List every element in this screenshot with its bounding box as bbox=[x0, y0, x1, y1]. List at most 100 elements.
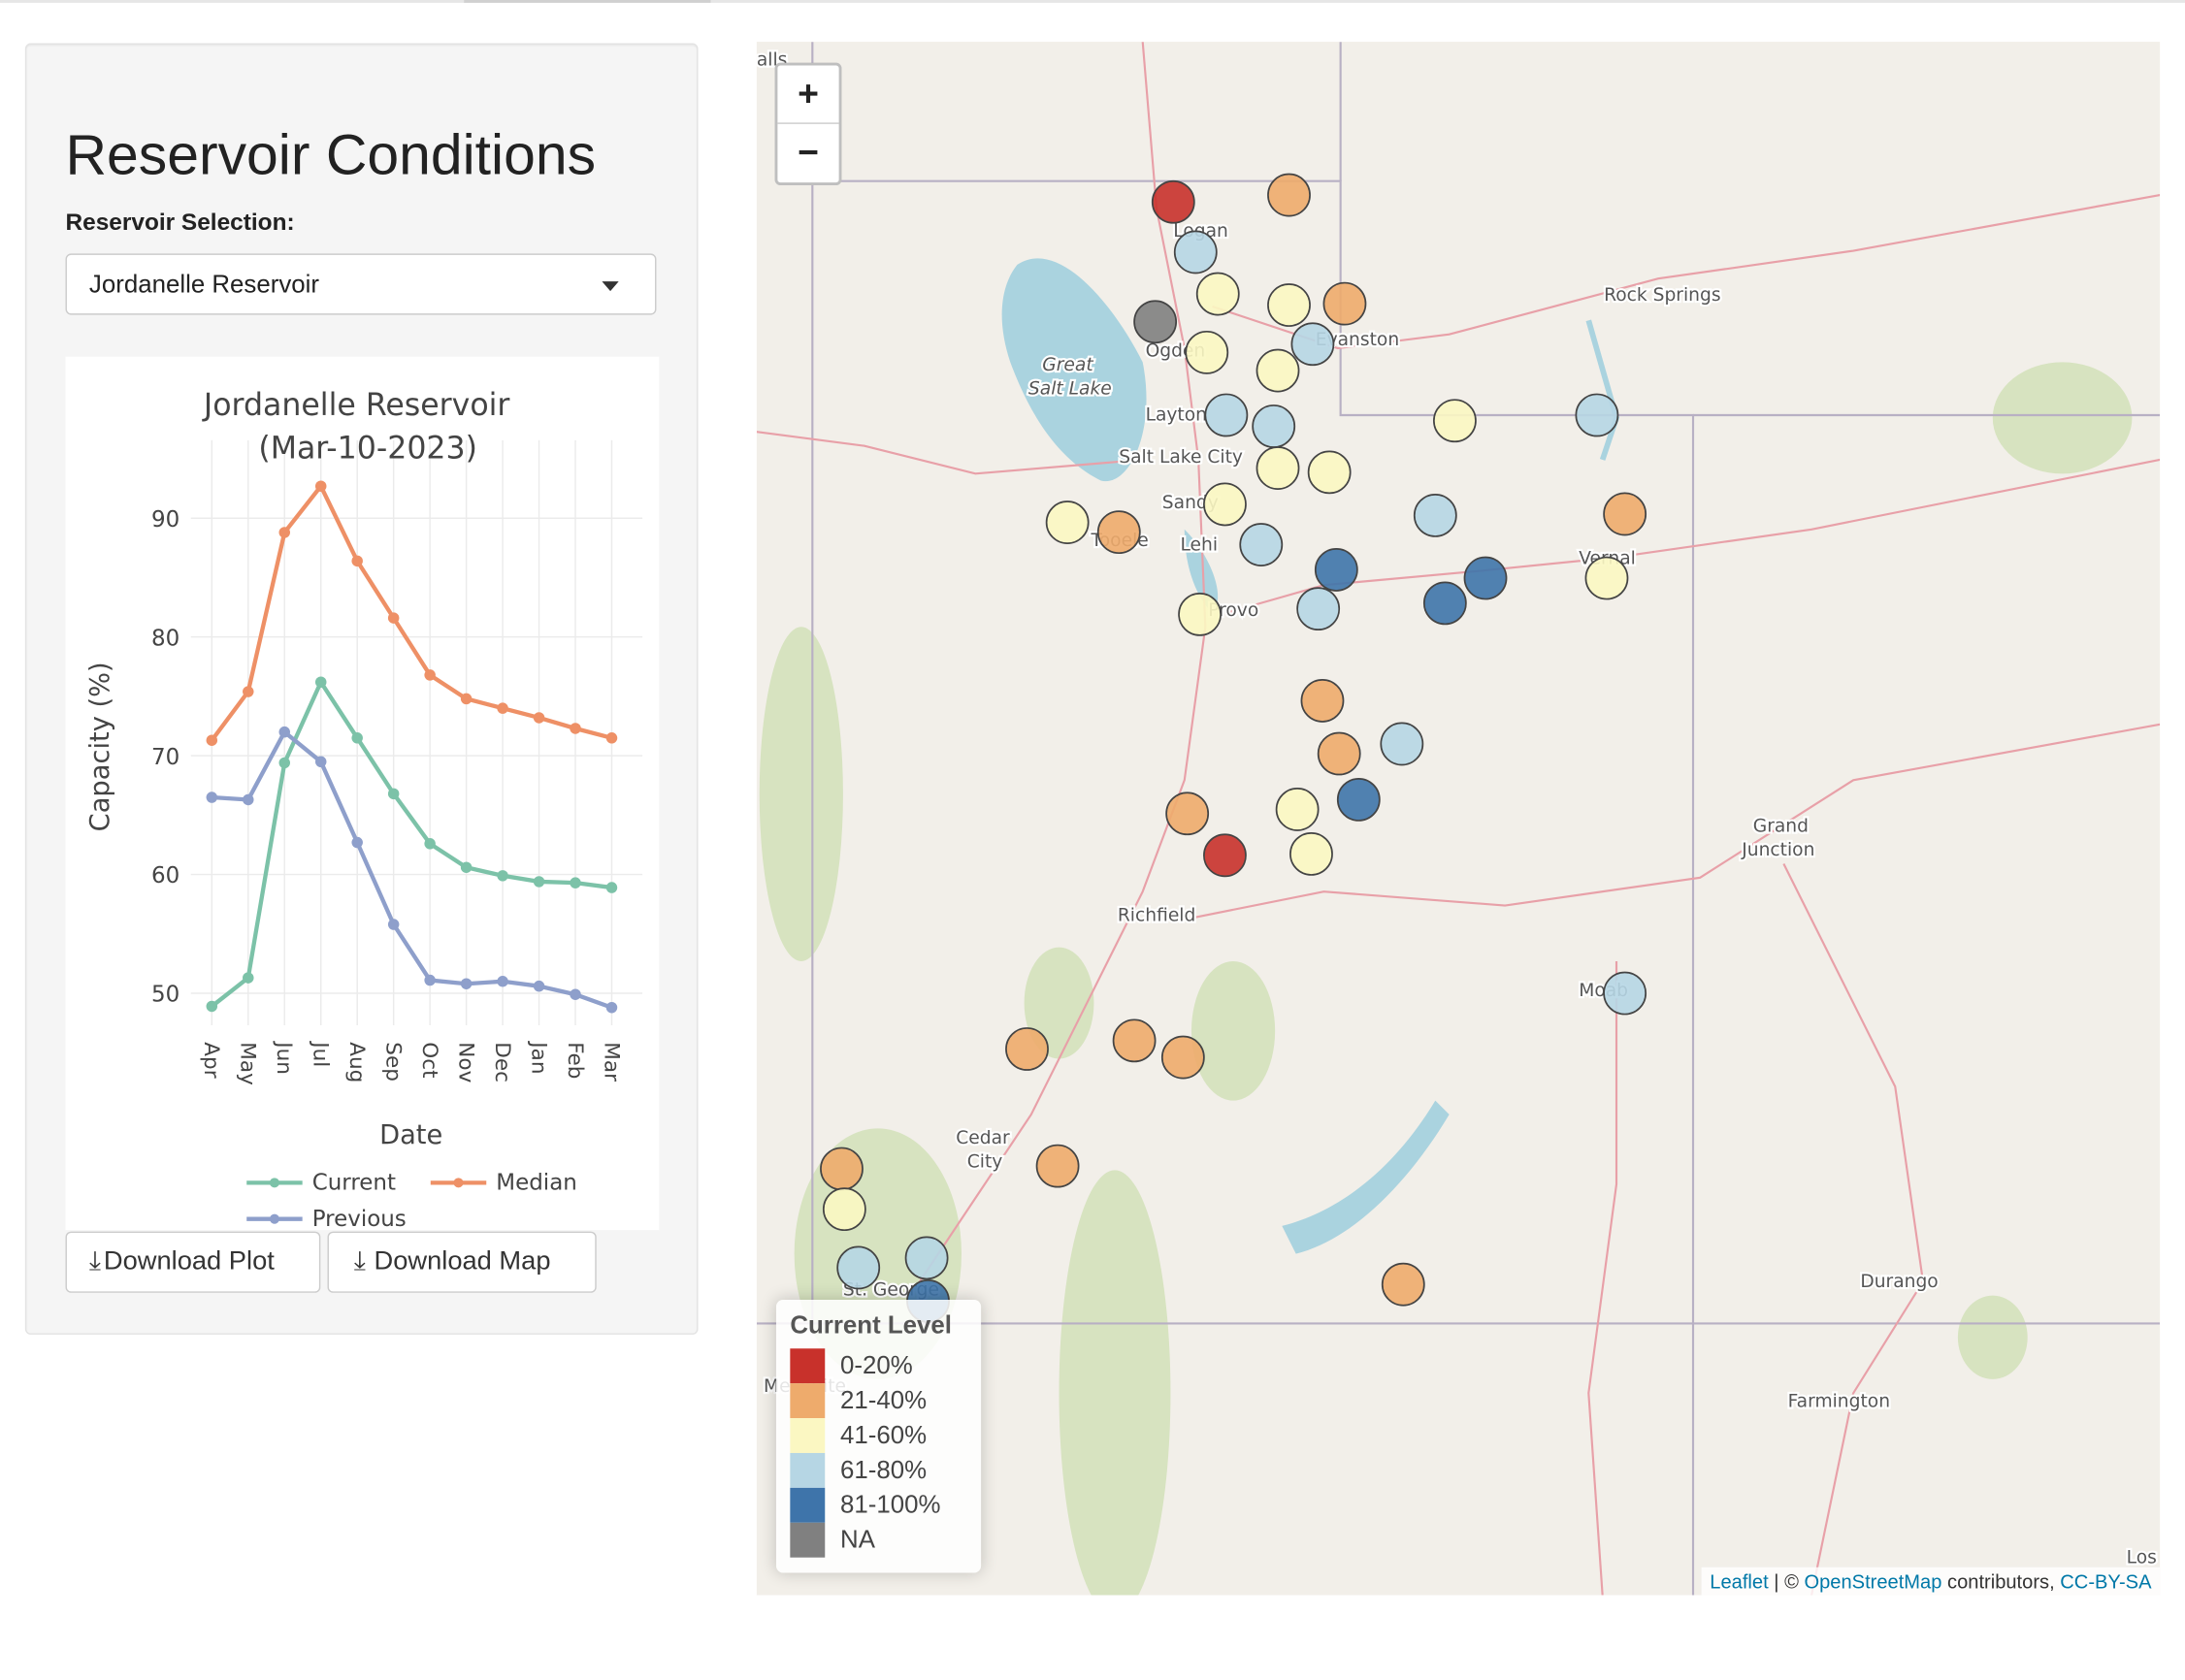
reservoir-marker[interactable] bbox=[1584, 556, 1629, 600]
data-point-previous bbox=[424, 974, 436, 986]
city-label: Great bbox=[1042, 355, 1093, 375]
chart-title: Jordanelle Reservoir bbox=[202, 388, 510, 423]
legend-swatch bbox=[790, 1348, 826, 1384]
data-point-median bbox=[497, 702, 508, 714]
reservoir-marker[interactable] bbox=[1433, 399, 1477, 443]
utah-lake bbox=[1184, 529, 1219, 613]
reservoir-marker[interactable] bbox=[1290, 322, 1335, 367]
download-map-button[interactable]: ⤓ Download Map bbox=[327, 1231, 597, 1293]
reservoir-marker[interactable] bbox=[1035, 1144, 1080, 1188]
x-tick-label: Nov bbox=[453, 1042, 477, 1082]
reservoir-marker[interactable] bbox=[1256, 348, 1300, 393]
reservoir-marker[interactable] bbox=[1173, 230, 1218, 275]
reservoir-select[interactable]: Jordanelle Reservoir bbox=[65, 253, 657, 315]
reservoir-marker[interactable] bbox=[820, 1147, 864, 1191]
data-point-median bbox=[314, 480, 327, 492]
reservoir-marker[interactable] bbox=[1413, 493, 1457, 537]
highway bbox=[1587, 960, 1618, 1596]
reservoir-marker[interactable] bbox=[1314, 548, 1358, 592]
download-plot-button[interactable]: ⤓ Download Plot bbox=[65, 1231, 321, 1293]
data-point-previous bbox=[497, 976, 508, 987]
reservoir-marker[interactable] bbox=[1296, 587, 1341, 631]
reservoir-marker[interactable] bbox=[1203, 482, 1247, 527]
reservoir-marker[interactable] bbox=[1195, 272, 1240, 316]
reservoir-marker[interactable] bbox=[1160, 1035, 1205, 1080]
city-label: Richfield bbox=[1118, 905, 1195, 925]
data-point-previous bbox=[206, 792, 218, 803]
chart-subtitle: (Mar-10-2023) bbox=[258, 432, 477, 467]
osm-link[interactable]: OpenStreetMap bbox=[1804, 1569, 1942, 1593]
download-icon: ⤓ bbox=[88, 1246, 101, 1276]
y-tick-label: 70 bbox=[151, 745, 179, 770]
page-title: Reservoir Conditions bbox=[65, 122, 597, 187]
reservoir-marker[interactable] bbox=[1151, 179, 1195, 224]
reservoir-marker[interactable] bbox=[1045, 501, 1090, 544]
legend-swatch bbox=[790, 1487, 826, 1523]
reservoir-marker[interactable] bbox=[1165, 792, 1210, 836]
leaflet-link[interactable]: Leaflet bbox=[1710, 1569, 1769, 1593]
data-point-current bbox=[570, 877, 581, 888]
x-tick-label: Apr bbox=[199, 1042, 223, 1078]
reservoir-marker[interactable] bbox=[1575, 393, 1619, 437]
legend-item: 21-40% bbox=[790, 1383, 966, 1419]
highway bbox=[1782, 862, 1925, 1596]
reservoir-marker[interactable] bbox=[1267, 173, 1311, 217]
map-legend: Current Level 0-20% 21-40% 41-60% 61-80% 81-… bbox=[775, 1299, 982, 1573]
reservoir-marker[interactable] bbox=[1185, 330, 1229, 374]
data-point-previous bbox=[605, 1001, 618, 1014]
legend-label: 61-80% bbox=[840, 1455, 928, 1484]
reservoir-marker[interactable] bbox=[1289, 831, 1333, 876]
reservoir-marker[interactable] bbox=[1112, 1018, 1157, 1063]
reservoir-marker[interactable] bbox=[1096, 510, 1141, 555]
city-label: Farmington bbox=[1788, 1392, 1890, 1412]
reservoir-marker[interactable] bbox=[1300, 679, 1345, 723]
data-point-median bbox=[533, 712, 545, 724]
data-point-median bbox=[424, 669, 436, 681]
reservoir-marker[interactable] bbox=[1463, 556, 1508, 600]
x-tick-label: Sep bbox=[380, 1042, 405, 1082]
data-point-current bbox=[605, 882, 618, 893]
zoom-in-button[interactable]: + bbox=[777, 66, 839, 124]
data-point-current bbox=[424, 838, 436, 850]
city-label: Salt Lake City bbox=[1119, 447, 1243, 468]
reservoir-marker[interactable] bbox=[822, 1187, 866, 1232]
data-point-median bbox=[243, 686, 254, 697]
reservoir-marker[interactable] bbox=[1322, 281, 1367, 326]
reservoir-marker[interactable] bbox=[1204, 393, 1249, 437]
reservoir-marker[interactable] bbox=[1317, 731, 1361, 776]
forest-area bbox=[1190, 960, 1276, 1101]
reservoir-marker[interactable] bbox=[1603, 492, 1647, 536]
legend-item: 0-20% bbox=[790, 1348, 966, 1384]
legend-swatch bbox=[790, 1522, 826, 1558]
legend-label: NA bbox=[840, 1525, 875, 1554]
forest-area bbox=[1992, 362, 2133, 474]
city-label: Grand bbox=[1753, 816, 1809, 836]
reservoir-marker[interactable] bbox=[1178, 592, 1222, 636]
reservoir-marker[interactable] bbox=[1380, 722, 1424, 766]
data-point-previous bbox=[460, 978, 473, 989]
reservoir-marker[interactable] bbox=[1422, 581, 1467, 626]
city-label: Durango bbox=[1860, 1272, 1938, 1292]
forest-area bbox=[1059, 1170, 1171, 1596]
reservoir-marker[interactable] bbox=[1252, 404, 1296, 448]
reservoir-marker[interactable] bbox=[1239, 523, 1284, 566]
reservoir-marker[interactable] bbox=[836, 1245, 881, 1290]
reservoir-marker[interactable] bbox=[1307, 450, 1352, 495]
reservoir-marker[interactable] bbox=[1005, 1027, 1049, 1071]
x-tick-label: Dec bbox=[490, 1042, 514, 1082]
reservoir-marker[interactable] bbox=[1381, 1262, 1425, 1307]
reservoir-marker[interactable] bbox=[1133, 300, 1178, 344]
reservoir-marker[interactable] bbox=[1603, 971, 1647, 1016]
data-point-median bbox=[278, 527, 290, 538]
reservoir-marker[interactable] bbox=[1275, 788, 1320, 831]
reservoir-marker[interactable] bbox=[1203, 833, 1247, 878]
license-link[interactable]: CC-BY-SA bbox=[2060, 1569, 2152, 1593]
reservoir-marker[interactable] bbox=[904, 1236, 949, 1280]
data-point-previous bbox=[243, 793, 254, 806]
zoom-out-button[interactable]: − bbox=[798, 131, 819, 174]
reservoir-marker[interactable] bbox=[1256, 446, 1300, 490]
reservoir-marker[interactable] bbox=[1336, 777, 1381, 822]
series-line-median bbox=[210, 482, 613, 742]
reservoir-marker[interactable] bbox=[1267, 283, 1311, 327]
